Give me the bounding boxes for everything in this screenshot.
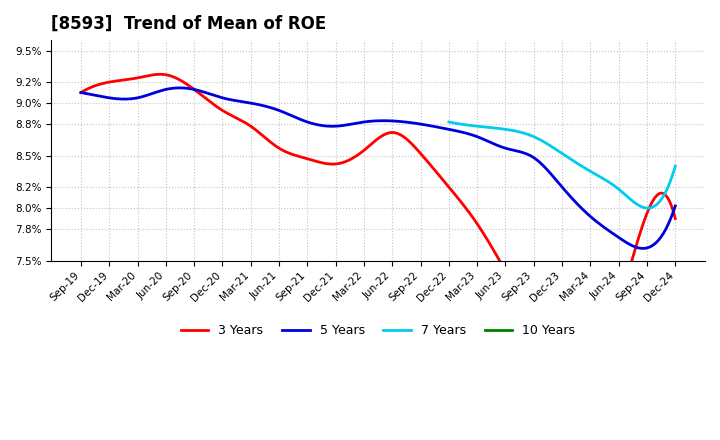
3 Years <box>671 216 680 221</box>
5 Years <box>76 90 85 95</box>
7 Years <box>567 157 576 162</box>
Legend: 3 Years, 5 Years, 7 Years, 10 Years: 3 Years, 5 Years, 7 Years, 10 Years <box>176 319 580 342</box>
Text: [8593]  Trend of Mean of ROE: [8593] Trend of Mean of ROE <box>51 15 326 33</box>
5 Years <box>400 119 408 125</box>
5 Years <box>671 203 680 209</box>
7 Years <box>552 147 561 152</box>
7 Years <box>580 165 588 170</box>
5 Years <box>639 246 647 251</box>
5 Years <box>659 231 667 236</box>
3 Years <box>659 191 667 196</box>
5 Years <box>176 85 184 91</box>
7 Years <box>666 179 675 184</box>
5 Years <box>360 119 369 125</box>
7 Years <box>671 163 680 169</box>
7 Years <box>444 119 453 125</box>
Line: 3 Years: 3 Years <box>81 74 675 351</box>
3 Years <box>364 144 372 150</box>
3 Years <box>156 72 165 77</box>
5 Years <box>431 124 440 129</box>
Line: 5 Years: 5 Years <box>81 88 675 249</box>
7 Years <box>643 205 652 211</box>
3 Years <box>565 347 574 352</box>
3 Years <box>360 147 369 153</box>
5 Years <box>565 193 574 198</box>
3 Years <box>431 169 440 174</box>
7 Years <box>630 200 639 205</box>
3 Years <box>76 90 85 95</box>
5 Years <box>364 119 372 124</box>
3 Years <box>400 134 408 139</box>
3 Years <box>572 348 581 353</box>
7 Years <box>554 148 562 153</box>
Line: 7 Years: 7 Years <box>449 122 675 208</box>
